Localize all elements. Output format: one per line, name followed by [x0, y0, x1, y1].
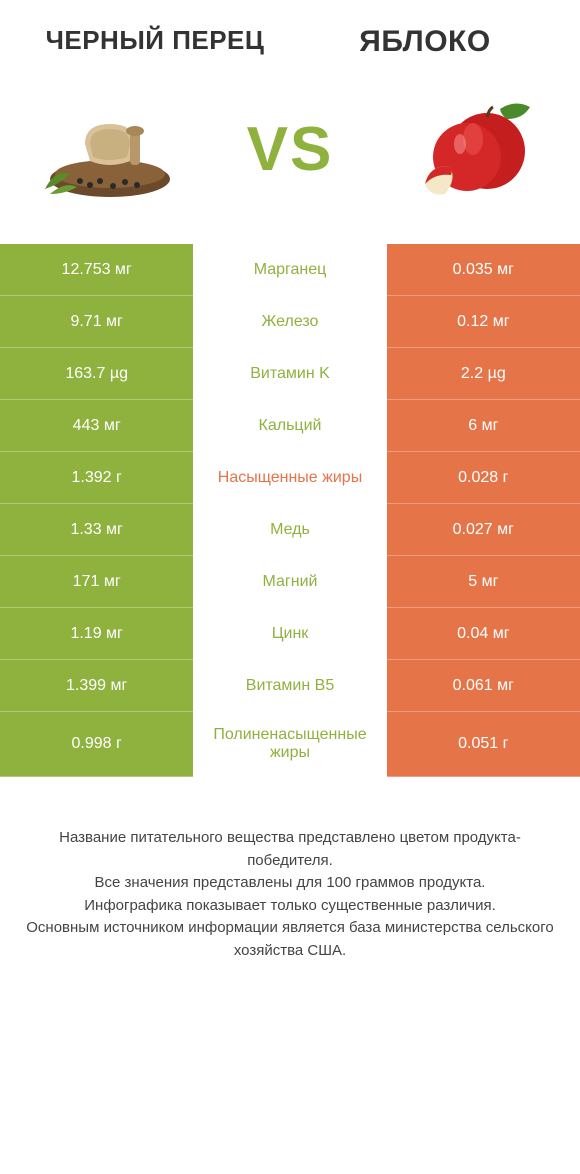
- left-value: 1.392 г: [0, 452, 193, 504]
- vs-row: VS: [0, 69, 580, 244]
- footer-notes: Название питательного вещества представл…: [0, 777, 580, 982]
- nutrient-label: Магний: [193, 556, 386, 608]
- nutrient-label: Медь: [193, 504, 386, 556]
- right-value: 0.051 г: [387, 712, 580, 777]
- nutrient-label: Железо: [193, 296, 386, 348]
- nutrient-label: Марганец: [193, 244, 386, 296]
- table-row: 1.392 гНасыщенные жиры0.028 г: [0, 452, 580, 504]
- right-value: 0.028 г: [387, 452, 580, 504]
- left-image-cell: [20, 84, 200, 214]
- left-product-title: ЧЕРНЫЙ ПЕРЕЦ: [20, 25, 290, 56]
- nutrient-label: Витамин K: [193, 348, 386, 400]
- left-value: 9.71 мг: [0, 296, 193, 348]
- right-value: 0.027 мг: [387, 504, 580, 556]
- nutrient-label: Витамин B5: [193, 660, 386, 712]
- table-row: 9.71 мгЖелезо0.12 мг: [0, 296, 580, 348]
- right-image-cell: [380, 84, 560, 214]
- right-value: 0.061 мг: [387, 660, 580, 712]
- right-title-col: ЯБЛОКО: [290, 25, 560, 59]
- header: ЧЕРНЫЙ ПЕРЕЦ ЯБЛОКО: [0, 0, 580, 69]
- right-value: 0.04 мг: [387, 608, 580, 660]
- table-row: 0.998 гПолиненасыщенные жиры0.051 г: [0, 712, 580, 777]
- nutrient-label: Насыщенные жиры: [193, 452, 386, 504]
- pepper-icon: [30, 84, 190, 214]
- table-row: 163.7 µgВитамин K2.2 µg: [0, 348, 580, 400]
- table-row: 12.753 мгМарганец0.035 мг: [0, 244, 580, 296]
- table-row: 1.19 мгЦинк0.04 мг: [0, 608, 580, 660]
- right-value: 0.12 мг: [387, 296, 580, 348]
- footer-line: Инфографика показывает только существенн…: [20, 895, 560, 918]
- apple-icon: [390, 84, 550, 214]
- right-product-title: ЯБЛОКО: [290, 25, 560, 59]
- nutrient-label: Цинк: [193, 608, 386, 660]
- left-value: 1.399 мг: [0, 660, 193, 712]
- nutrient-label: Полиненасыщенные жиры: [193, 712, 386, 777]
- right-value: 5 мг: [387, 556, 580, 608]
- table-row: 1.33 мгМедь0.027 мг: [0, 504, 580, 556]
- nutrient-label: Кальций: [193, 400, 386, 452]
- right-value: 2.2 µg: [387, 348, 580, 400]
- table-row: 171 мгМагний5 мг: [0, 556, 580, 608]
- comparison-table: 12.753 мгМарганец0.035 мг9.71 мгЖелезо0.…: [0, 244, 580, 777]
- vs-cell: VS: [200, 114, 380, 185]
- footer-line: Основным источником информации является …: [20, 917, 560, 962]
- left-value: 1.33 мг: [0, 504, 193, 556]
- right-value: 6 мг: [387, 400, 580, 452]
- table-row: 443 мгКальций6 мг: [0, 400, 580, 452]
- left-value: 1.19 мг: [0, 608, 193, 660]
- footer-line: Название питательного вещества представл…: [20, 827, 560, 872]
- left-value: 443 мг: [0, 400, 193, 452]
- left-value: 163.7 µg: [0, 348, 193, 400]
- left-value: 0.998 г: [0, 712, 193, 777]
- right-value: 0.035 мг: [387, 244, 580, 296]
- footer-line: Все значения представлены для 100 граммо…: [20, 872, 560, 895]
- table-row: 1.399 мгВитамин B50.061 мг: [0, 660, 580, 712]
- left-value: 12.753 мг: [0, 244, 193, 296]
- vs-label: VS: [247, 114, 334, 185]
- left-title-col: ЧЕРНЫЙ ПЕРЕЦ: [20, 25, 290, 56]
- left-value: 171 мг: [0, 556, 193, 608]
